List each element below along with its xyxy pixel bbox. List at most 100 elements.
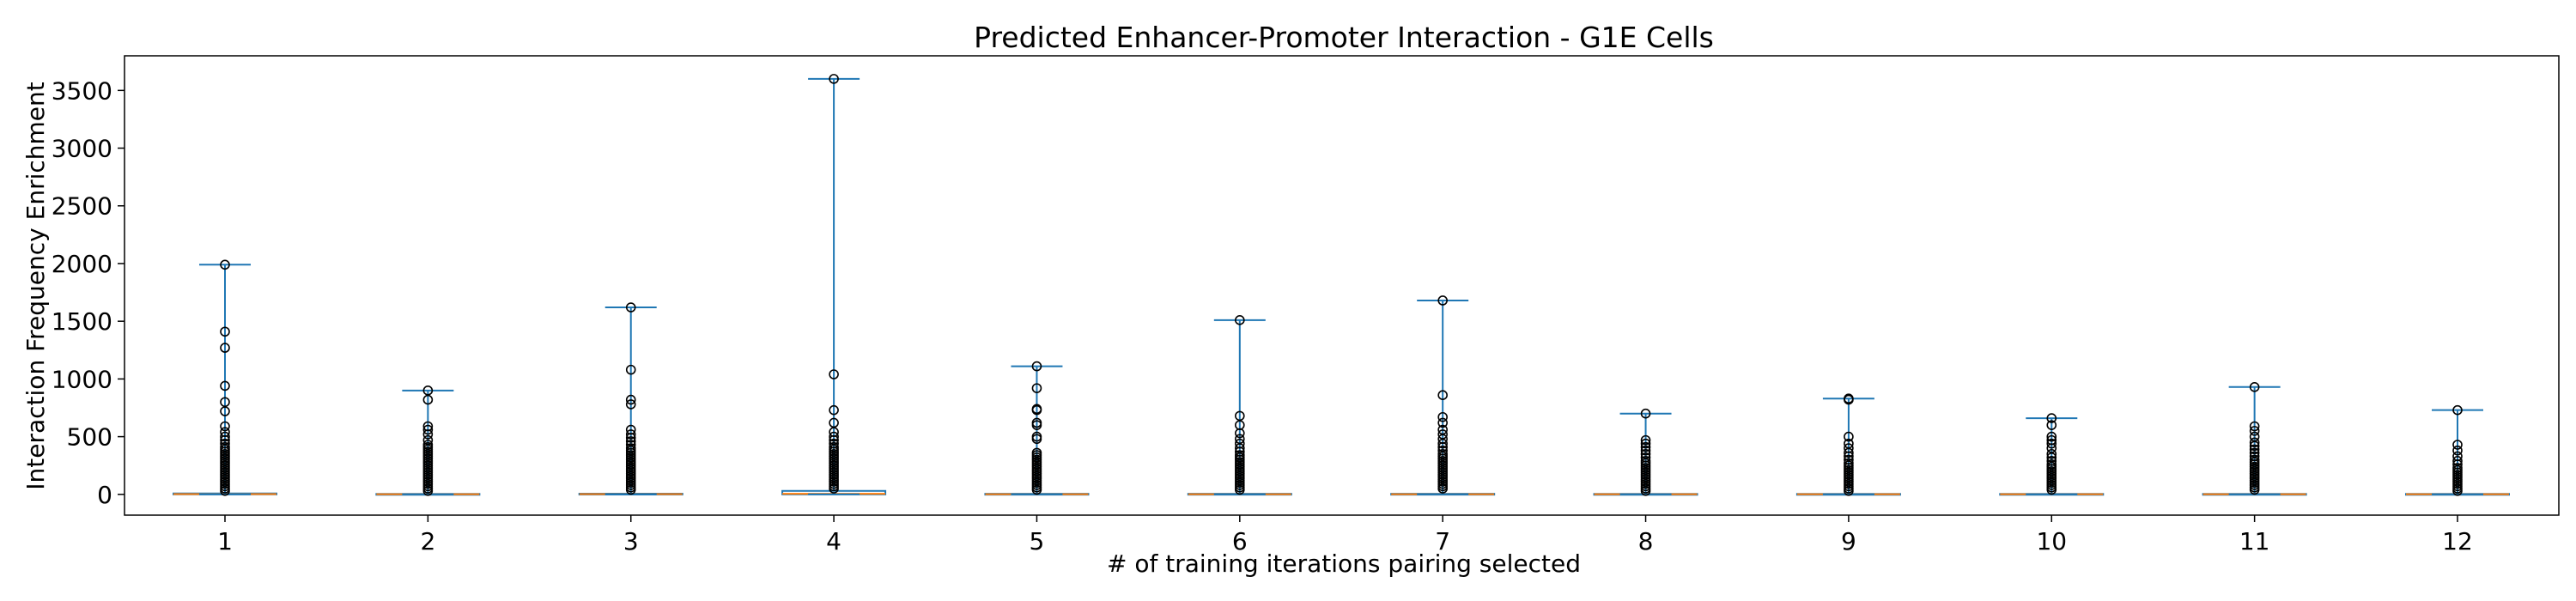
flier-point [220,380,230,392]
box-series-12 [2405,404,2510,496]
flier-point [2249,440,2260,452]
flier-point [1031,361,1042,372]
x-tick-label: 8 [1638,527,1654,555]
y-axis-label: Interaction Frequency Enrichment [21,82,50,489]
flier-point [1640,441,1651,452]
flier-point [2249,437,2260,448]
box-series-10 [1999,413,2105,496]
flier-point [1031,420,1042,430]
flier-point [2452,440,2463,450]
x-tick-label: 2 [420,527,435,555]
x-tick-label: 7 [1435,527,1450,555]
box-series-11 [2202,381,2307,496]
flier-point [1640,438,1651,449]
flier-point [829,369,839,379]
flier-point [422,424,434,435]
y-axis: 0 500 1000 1500 2000 2500 3000 3500 [52,76,125,509]
flier-point [422,429,434,440]
flier-point [625,433,636,443]
flier-point [1844,394,1854,405]
flier-point [1844,485,1854,496]
box-series-9 [1795,393,1901,496]
flier-point [1640,485,1651,496]
x-tick-label: 4 [826,527,841,555]
box-series-4 [781,74,887,495]
flier-point [1031,484,1042,495]
flier-point [1437,417,1448,428]
x-tick-label: 9 [1841,527,1856,555]
x-axis: 1 2 3 4 5 6 7 8 9 10 11 12 [217,515,2473,555]
box-series-6 [1187,315,1292,496]
flier-point [1640,408,1651,419]
flier-point [220,343,230,353]
flier-point [625,364,636,375]
flier-point [1437,295,1448,306]
x-axis-label: # of training iterations pairing selecte… [1107,549,1581,578]
x-tick-label: 3 [623,527,639,555]
box-series-5 [984,361,1090,496]
flier-point [1640,434,1651,446]
flier-point [829,74,839,84]
flier-point [1437,411,1448,422]
box-series-8 [1593,408,1698,496]
flier-point [220,431,230,442]
flier-point [1437,438,1448,449]
flier-point [625,302,636,313]
flier-point [2452,445,2463,456]
flier-point [2249,426,2260,436]
x-tick-label: 5 [1030,527,1045,555]
flier-point [220,421,230,432]
flier-point [1031,383,1042,393]
flier-point [1844,447,1854,458]
box-series-7 [1390,295,1496,496]
flier-point [1437,483,1448,494]
flier-point [2249,484,2260,495]
x-tick-label: 11 [2239,527,2270,555]
flier-point [625,399,636,410]
box-series-2 [375,385,481,496]
flier-point [220,406,230,416]
y-tick-label: 500 [67,423,112,452]
flier-point [2452,485,2463,496]
flier-point [2249,444,2260,455]
box-series-3 [578,302,683,495]
flier-point [220,259,230,270]
flier-point [2046,420,2057,430]
flier-point [1640,445,1651,456]
plot-frame [124,55,2560,516]
y-tick-label: 1500 [52,307,112,336]
flier-point [829,483,839,494]
flier-point [220,485,230,496]
flier-point [625,394,636,405]
x-tick-label: 1 [217,527,233,555]
flier-point [2046,484,2057,495]
flier-point [2046,438,2057,449]
flier-point [2046,431,2057,442]
chart-title: Predicted Enhancer-Promoter Interaction … [974,21,1714,54]
flier-point [829,404,839,416]
flier-point [1031,404,1042,416]
y-tick-label: 2500 [52,192,112,221]
flier-point [2249,381,2260,392]
flier-point [1235,484,1245,495]
y-tick-label: 0 [97,481,112,509]
flier-point [625,484,636,495]
plot-area [173,74,2510,496]
flier-point [1235,315,1245,325]
y-tick-label: 3500 [52,76,112,105]
x-tick-label: 6 [1232,527,1248,555]
flier-point [422,394,434,405]
flier-point [2452,404,2463,416]
flier-point [2046,413,2057,423]
box-series-1 [173,259,277,496]
x-tick-label: 12 [2442,527,2473,555]
flier-point [2046,448,2057,459]
flier-point [1235,428,1245,439]
flier-point [2249,421,2260,432]
y-tick-label: 1000 [52,365,112,393]
flier-point [829,431,839,442]
flier-point [625,429,636,440]
x-tick-label: 10 [2036,527,2067,555]
flier-point [422,485,434,496]
